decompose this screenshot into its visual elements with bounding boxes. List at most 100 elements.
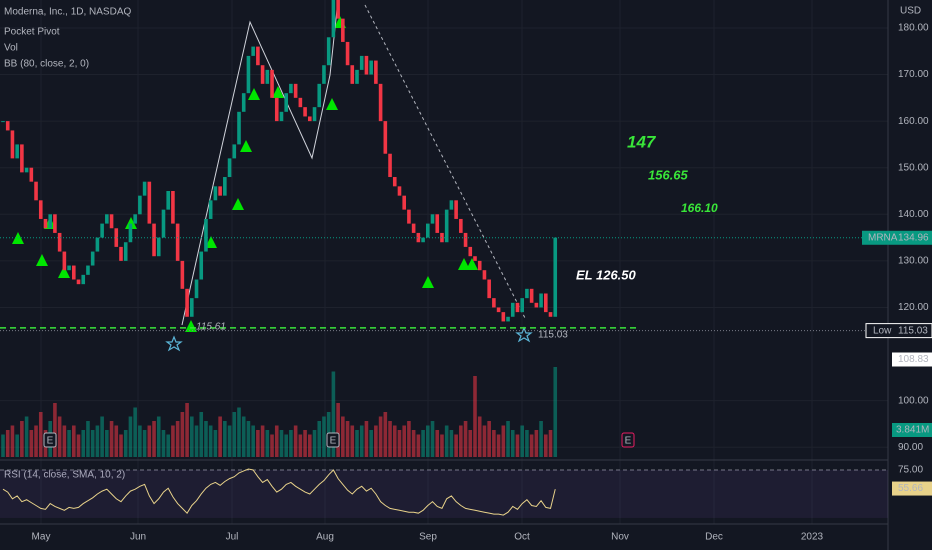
candle bbox=[274, 97, 279, 122]
candle bbox=[388, 153, 392, 178]
y-tick-label: 120.00 bbox=[898, 302, 929, 313]
candle bbox=[506, 316, 510, 322]
low-tag bbox=[865, 323, 932, 339]
volume-bar bbox=[166, 434, 170, 457]
candle bbox=[392, 177, 397, 187]
candle bbox=[477, 260, 482, 271]
earnings-label: E bbox=[625, 436, 632, 447]
volume-bar bbox=[10, 425, 15, 457]
volume-bar bbox=[539, 421, 543, 457]
zigzag bbox=[181, 0, 339, 326]
candle bbox=[402, 195, 406, 210]
candle bbox=[114, 228, 119, 247]
candle bbox=[208, 200, 213, 219]
volume-bar bbox=[62, 425, 67, 457]
candle bbox=[308, 116, 312, 122]
x-tick-label: Sep bbox=[419, 532, 437, 543]
candle bbox=[355, 69, 359, 84]
volume-bar bbox=[133, 407, 137, 457]
candle bbox=[43, 218, 48, 229]
volume-bar bbox=[544, 434, 548, 457]
currency: USD bbox=[900, 6, 921, 17]
candle bbox=[95, 237, 100, 252]
volume-bar bbox=[411, 430, 416, 457]
volume-bar bbox=[1, 434, 5, 457]
volume-bar bbox=[241, 416, 246, 457]
volume-bar bbox=[289, 430, 293, 457]
y-tick-label: 180.00 bbox=[898, 23, 929, 34]
volume-bar bbox=[194, 425, 199, 457]
volume-bar bbox=[322, 416, 326, 457]
volume-bar bbox=[525, 430, 529, 457]
x-tick-label: May bbox=[32, 532, 51, 543]
volume-bar bbox=[38, 412, 43, 457]
y-tick-label: 170.00 bbox=[898, 69, 929, 80]
x-tick-label: Oct bbox=[514, 532, 530, 543]
candle bbox=[53, 214, 57, 233]
candle bbox=[270, 69, 274, 98]
volume-bar bbox=[374, 425, 378, 457]
volume-bar bbox=[76, 434, 81, 457]
candle bbox=[293, 83, 298, 98]
grid bbox=[0, 0, 888, 524]
volume-bar bbox=[510, 430, 515, 457]
low-name: Low bbox=[873, 325, 892, 336]
volume-bar bbox=[449, 430, 454, 457]
candle bbox=[359, 55, 364, 70]
volume-bar bbox=[407, 421, 411, 457]
last-tag bbox=[862, 230, 932, 245]
volume-bar bbox=[90, 430, 95, 457]
rsi-title: RSI (14, close, SMA, 10, 2) bbox=[4, 470, 125, 481]
earnings-label: E bbox=[330, 436, 337, 447]
candle bbox=[482, 270, 487, 280]
candle bbox=[345, 41, 350, 66]
volume-bar bbox=[359, 425, 364, 457]
candle bbox=[5, 121, 10, 131]
volume-bar bbox=[86, 421, 90, 457]
volume-bar bbox=[72, 425, 76, 457]
volume-bar bbox=[317, 421, 322, 457]
candle bbox=[496, 307, 501, 313]
y-tick-label: 140.00 bbox=[898, 209, 929, 220]
volume-bar bbox=[251, 425, 255, 457]
volume-bar bbox=[515, 434, 520, 457]
candle bbox=[459, 218, 463, 233]
volume-bar bbox=[156, 416, 161, 457]
volume-bar bbox=[260, 425, 265, 457]
candle bbox=[265, 69, 270, 84]
volume-bar bbox=[138, 425, 142, 457]
volume-bar bbox=[336, 403, 340, 457]
candle bbox=[350, 65, 355, 84]
candle bbox=[246, 55, 251, 94]
volume-bar bbox=[378, 416, 383, 457]
rsi-band bbox=[0, 469, 888, 518]
candle bbox=[29, 167, 34, 182]
candle bbox=[76, 279, 81, 285]
volume-bar bbox=[119, 434, 123, 457]
candle bbox=[383, 121, 388, 154]
candle bbox=[123, 242, 128, 261]
volume-bar bbox=[142, 430, 147, 457]
volume-bar bbox=[355, 430, 359, 457]
volume-bar bbox=[388, 421, 392, 457]
y-tick-label: 150.00 bbox=[898, 162, 929, 173]
candle bbox=[15, 144, 19, 159]
x-tick-label: Nov bbox=[611, 532, 629, 543]
candle bbox=[175, 223, 180, 261]
candle bbox=[142, 181, 147, 196]
candle bbox=[251, 46, 255, 56]
candle bbox=[468, 246, 473, 257]
indicator-label: Vol bbox=[4, 43, 18, 54]
candle bbox=[105, 214, 109, 224]
volume-bar bbox=[426, 425, 430, 457]
volume-bar bbox=[345, 421, 350, 457]
candle bbox=[544, 293, 548, 313]
volume-bar bbox=[175, 421, 180, 457]
candle bbox=[156, 237, 161, 257]
y-tick-label: 130.00 bbox=[898, 256, 929, 267]
candle bbox=[336, 0, 340, 19]
volume-bar bbox=[213, 430, 218, 457]
volume-bar bbox=[208, 425, 213, 457]
volume-bar bbox=[15, 434, 19, 457]
earnings-label: E bbox=[47, 436, 54, 447]
